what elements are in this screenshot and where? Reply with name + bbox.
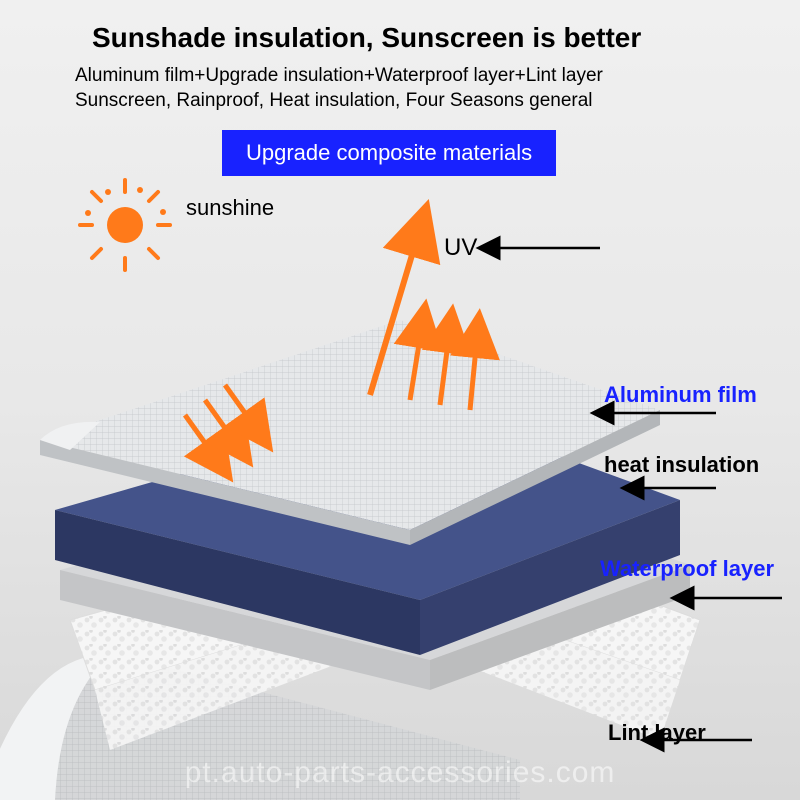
layer-label-aluminum: Aluminum film	[604, 382, 757, 408]
main-title: Sunshade insulation, Sunscreen is better	[92, 22, 641, 54]
subtitle-line-1: Aluminum film+Upgrade insulation+Waterpr…	[75, 65, 603, 87]
layer-label-heat: heat insulation	[604, 452, 759, 478]
sun-icon	[80, 180, 170, 270]
sunshine-label: sunshine	[186, 195, 274, 221]
uv-label: UV	[444, 234, 477, 262]
watermark: pt.auto-parts-accessories.com	[0, 756, 800, 790]
layer-label-lint: Lint layer	[608, 720, 706, 746]
badge: Upgrade composite materials	[222, 130, 556, 176]
layer-label-waterproof: Waterproof layer	[600, 556, 774, 582]
subtitle-line-2: Sunscreen, Rainproof, Heat insulation, F…	[75, 90, 593, 112]
